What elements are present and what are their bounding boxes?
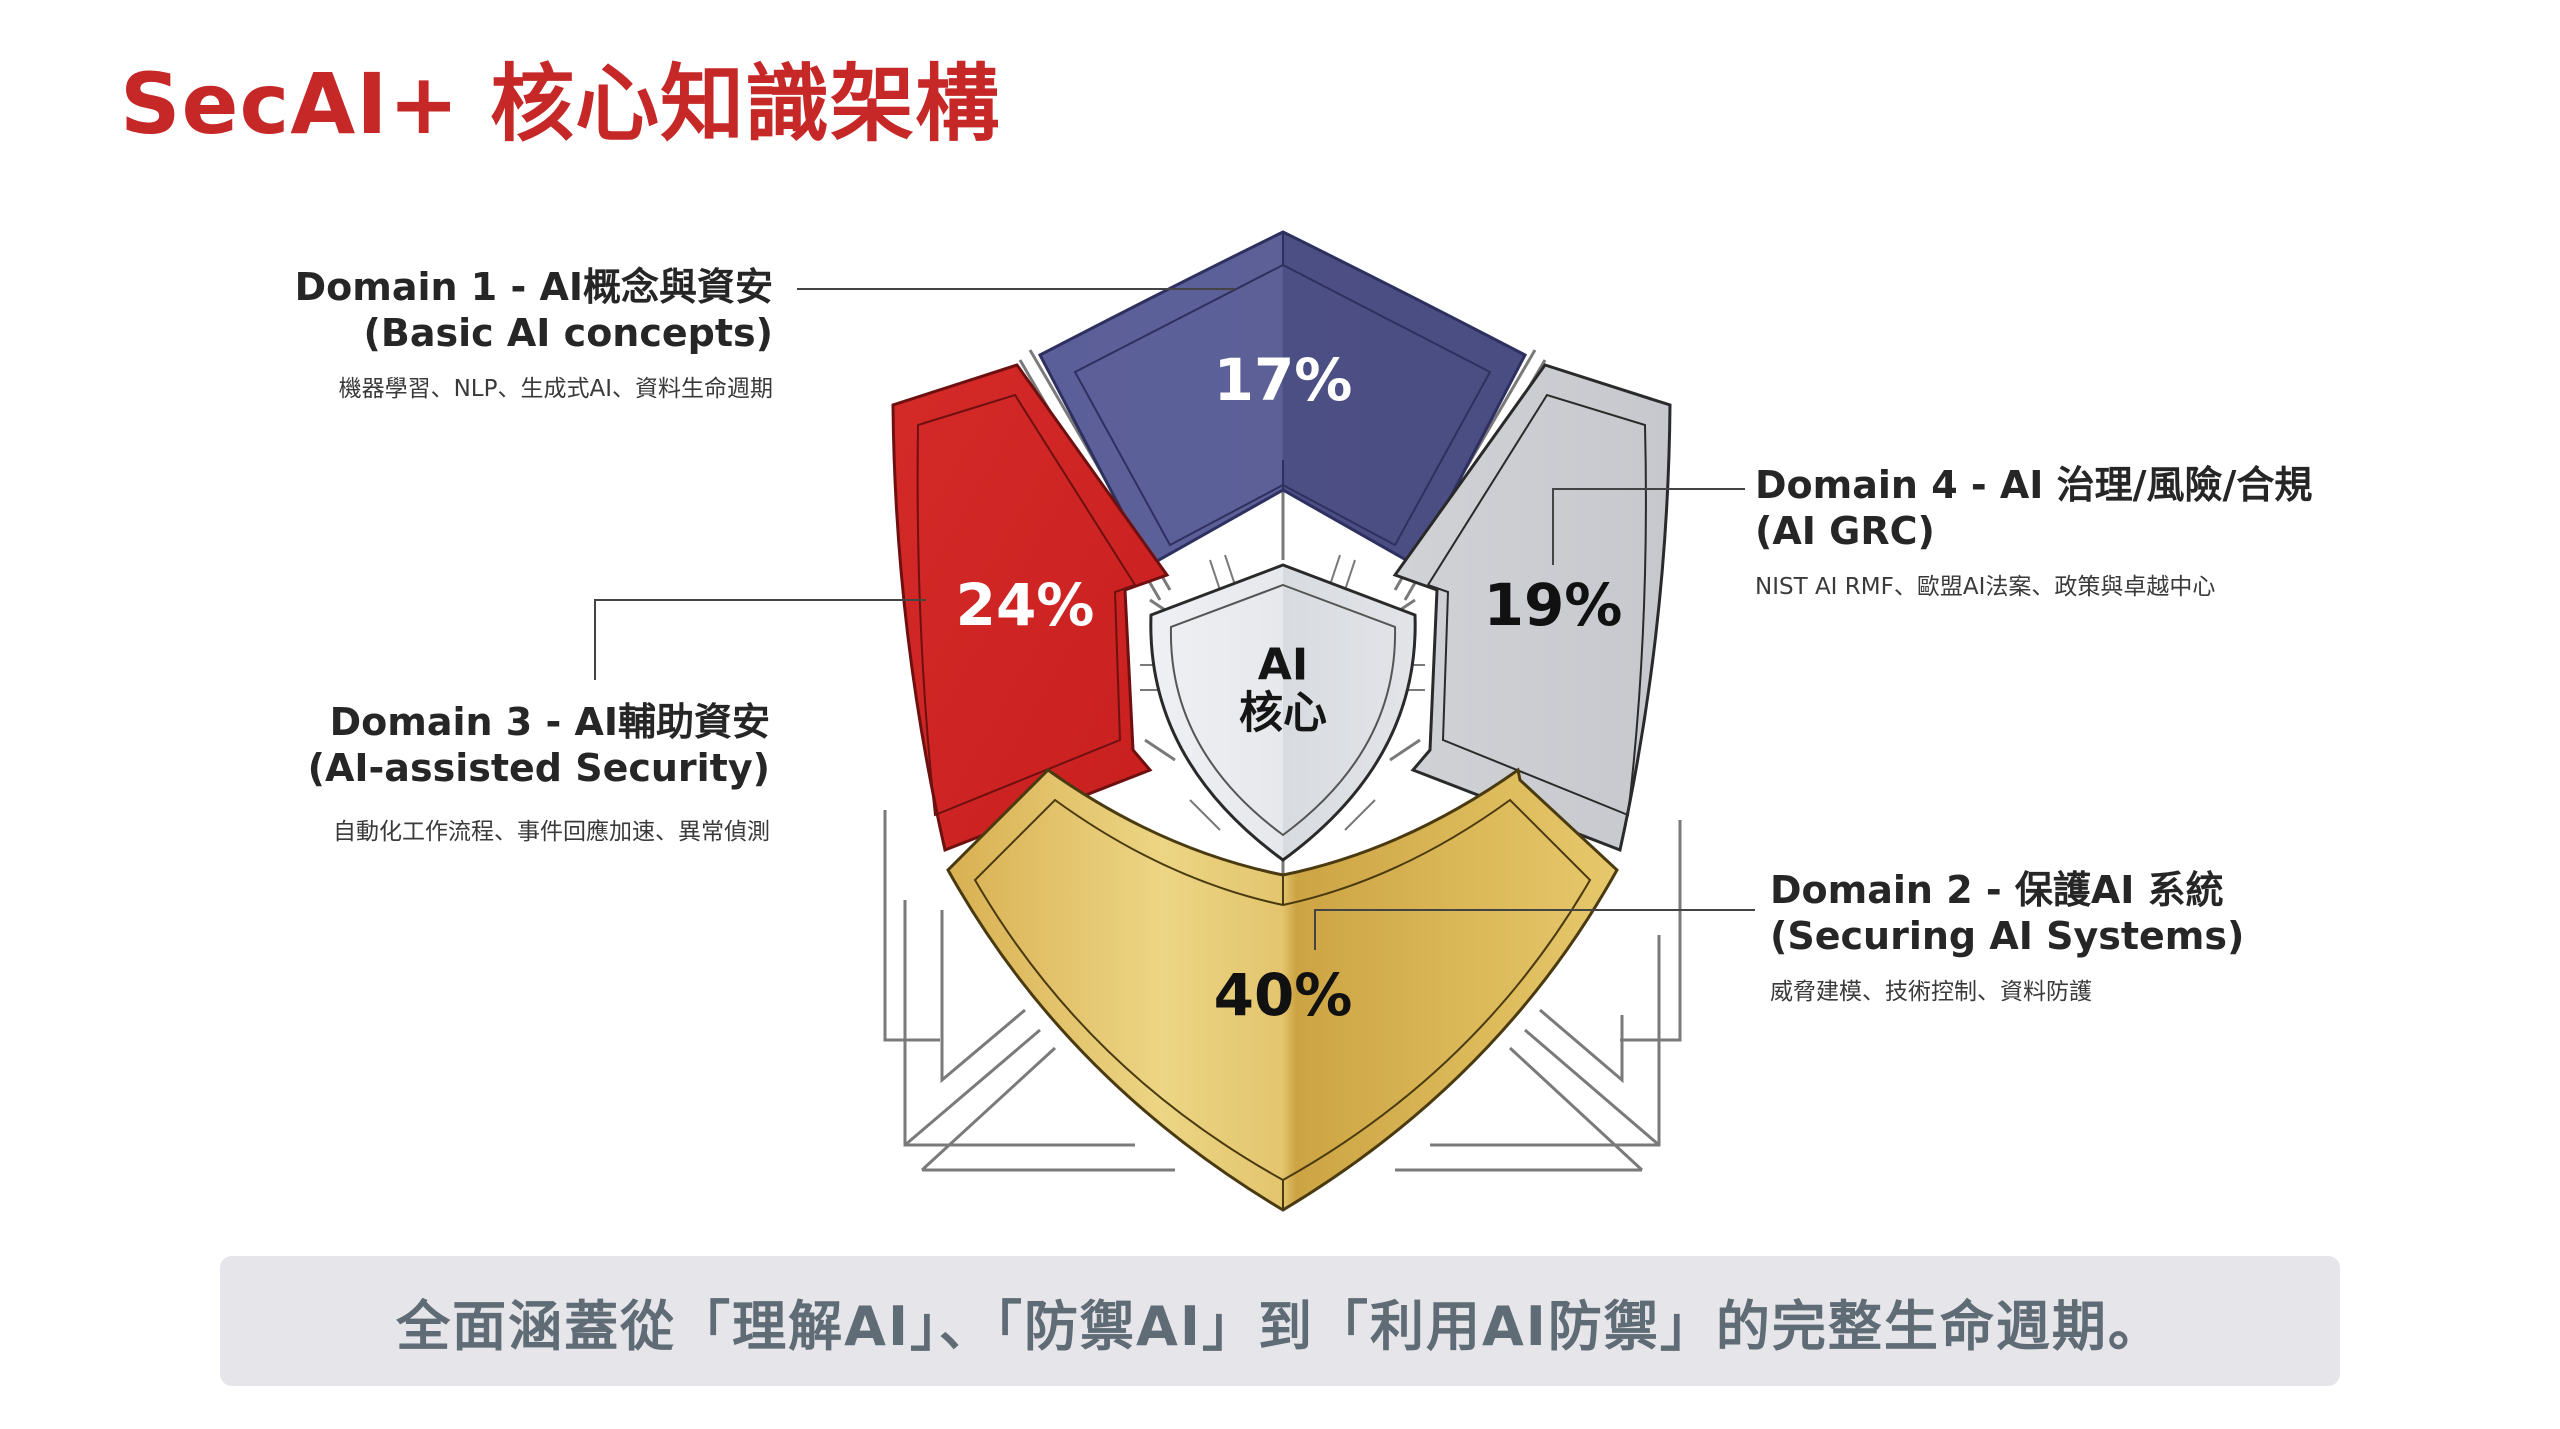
- domain3-topics: 自動化工作流程、事件回應加速、異常偵測: [333, 819, 770, 846]
- summary-banner: 全面涵蓋從「理解AI」、「防禦AI」到「利用AI防禦」的完整生命週期。: [220, 1256, 2340, 1386]
- domain4-percent: 19%: [1483, 571, 1623, 639]
- domain3-segment: [891, 363, 1170, 853]
- domain1-label: Domain 1 - AI概念與資安 (Basic AI concepts) 機…: [295, 265, 773, 404]
- domain2-title: Domain 2 - 保護AI 系統: [1770, 868, 2224, 912]
- domain4-topics: NIST AI RMF、歐盟AI法案、政策與卓越中心: [1755, 574, 2216, 601]
- domain4-segment: [1392, 363, 1672, 853]
- ai-core-line1: AI: [1257, 639, 1309, 691]
- leader-lines: [594, 288, 1755, 950]
- domain1-percent: 17%: [1213, 346, 1353, 414]
- domain3-label: Domain 3 - AI輔助資安 (AI-assisted Security)…: [308, 700, 770, 847]
- domain2-percent: 40%: [1213, 961, 1353, 1029]
- domain3-subtitle: (AI-assisted Security): [307, 745, 770, 790]
- ai-core-line2: 核心: [1239, 688, 1327, 739]
- domain4-subtitle: (AI GRC): [1755, 508, 1935, 553]
- domain4-title: Domain 4 - AI 治理/風險/合規: [1755, 463, 2313, 507]
- ai-core-label: AI 核心: [1239, 639, 1327, 739]
- ai-core-shield: [1149, 563, 1417, 862]
- domain1-subtitle: (Basic AI concepts): [363, 310, 773, 355]
- domain1-title: Domain 1 - AI概念與資安: [294, 265, 773, 309]
- domain3-percent: 24%: [955, 571, 1095, 639]
- domain2-segment: [946, 767, 1619, 1212]
- domain4-label: Domain 4 - AI 治理/風險/合規 (AI GRC) NIST AI …: [1755, 463, 2312, 602]
- domain2-topics: 威脅建模、技術控制、資料防護: [1770, 979, 2092, 1006]
- domain2-label: Domain 2 - 保護AI 系統 (Securing AI Systems)…: [1770, 868, 2244, 1007]
- domain1-topics: 機器學習、NLP、生成式AI、資料生命週期: [338, 376, 773, 403]
- domain2-subtitle: (Securing AI Systems): [1770, 913, 2245, 958]
- domain3-title: Domain 3 - AI輔助資安: [329, 700, 770, 744]
- page-title: SecAI+ 核心知識架構: [120, 55, 1001, 153]
- domain1-segment: [1037, 230, 1528, 568]
- summary-text: 全面涵蓋從「理解AI」、「防禦AI」到「利用AI防禦」的完整生命週期。: [396, 1294, 2164, 1358]
